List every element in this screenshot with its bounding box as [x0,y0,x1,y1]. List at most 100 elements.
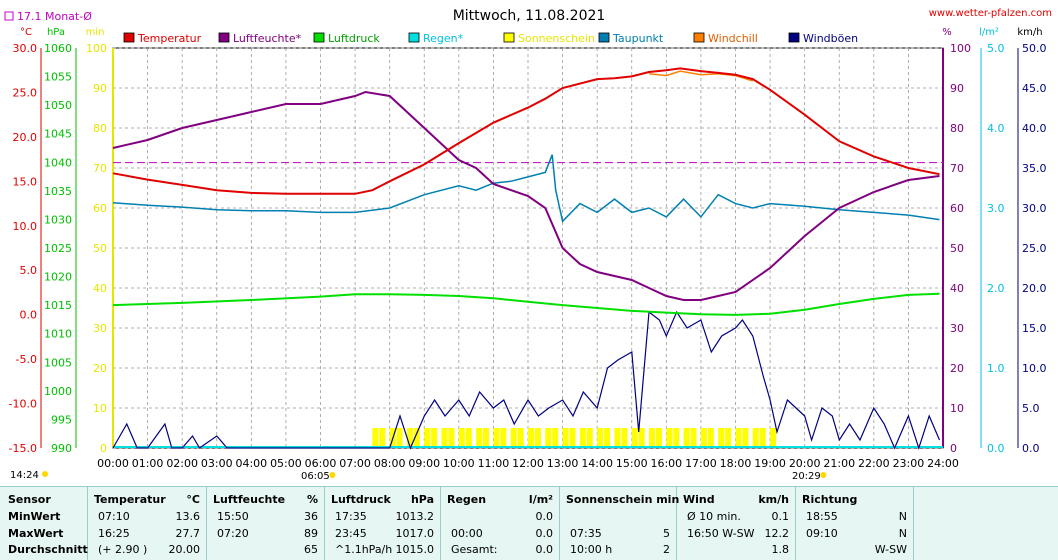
legend-label: Sonnenschein [518,32,595,45]
sunshine-bar [441,428,448,448]
rain-tick-label: 2.0 [987,282,1005,295]
legend-swatch [598,32,610,43]
gusts-line [112,310,941,450]
summary-cell: Durchschnitt [8,543,88,556]
summary-col-sensor: Sensor MinWert MaxWert Durchschnitt [0,487,88,560]
summary-cell: 07:10 [98,510,130,523]
legend-label: Luftdruck [328,32,380,45]
pressure-tick-label: 1005 [44,356,72,369]
summary-cell: Wind [683,493,715,506]
summary-cell: 10:00 h [570,543,613,556]
sunshine-bar [579,428,586,448]
summary-col-sun: Sonnenschein min 07:35 5 10:00 h 2 [560,487,680,560]
pressure-line [112,292,940,316]
x-tick-label: 02:00 [166,457,198,470]
summary-cell: 1015.0 [395,543,435,556]
sunshine-bar [752,428,759,448]
sunshine-bar [534,428,541,448]
temp-tick-label: -10.0 [9,398,37,411]
summary-cell: Ø 10 min. [687,510,741,523]
pressure-tick-label: 990 [51,442,72,455]
summary-cell: 07:20 [217,527,249,540]
sun-tick-label: 100 [86,42,107,55]
summary-cell: 0.0 [535,510,554,523]
wind-tick-label: 15.0 [1022,322,1047,335]
x-tick-label: 20:00 [789,457,821,470]
sun-tick-label: 80 [93,122,107,135]
rain-tick-label: 0.0 [987,442,1005,455]
sunshine-bar [621,428,628,448]
summary-cell: 1017.0 [395,527,435,540]
summary-cell: km/h [758,493,789,506]
summary-cell: 12.2 [764,527,790,540]
x-tick-label: 01:00 [132,457,164,470]
sunshine-bar [545,428,552,448]
chart-title: Mittwoch, 11.08.2021 [453,8,606,24]
summary-cell: Luftdruck [331,493,391,506]
summary-cell: Temperatur [94,493,166,506]
sunshine-bar [707,428,714,448]
sunrise-label: 06:05 [301,471,330,482]
wind-tick-label: 50.0 [1022,42,1047,55]
sunshine-bar [569,428,576,448]
sunset-icon [820,472,827,478]
axis-unit: km/h [1017,27,1042,38]
summary-col-temp: Temperatur °C 07:10 13.6 16:25 27.7 (+ 2.90 ) 2… [88,487,207,560]
summary-cell: Sonnenschein min [566,493,680,506]
sun-tick-label: 60 [93,202,107,215]
humidity-line [112,90,940,301]
wind-tick-label: 40.0 [1022,122,1047,135]
legend-swatch [693,32,705,43]
sun-tick-label: 0 [100,442,107,455]
sunshine-bar [372,428,379,448]
temp-tick-label: 5.0 [20,264,38,277]
sunshine-bar [483,428,490,448]
sunshine-bar [476,428,483,448]
x-tick-label: 22:00 [858,457,890,470]
sun-tick-label: 90 [93,82,107,95]
humidity-tick-label: 0 [950,442,957,455]
day-length-label: 14:24 [10,470,39,481]
x-tick-label: 11:00 [478,457,510,470]
pressure-tick-label: 1035 [44,185,72,198]
summary-cell: Gesamt: [451,543,498,556]
summary-cell: 65 [304,543,318,556]
sunshine-bar [655,428,662,448]
summary-cell: 0.0 [535,543,554,556]
sunshine-bar [649,428,656,448]
legend-swatch [313,32,325,43]
temp-tick-label: 15.0 [13,175,38,188]
x-tick-label: 21:00 [823,457,855,470]
sunshine-bar [458,428,465,448]
x-tick-label: 05:00 [270,457,302,470]
summary-cell: hPa [410,493,434,506]
sunshine-bar [510,428,517,448]
sunshine-bar [586,428,593,448]
legend-label: Luftfeuchte* [233,32,302,45]
x-tick-label: 08:00 [374,457,406,470]
wind-tick-label: 20.0 [1022,282,1047,295]
weather-chart: Mittwoch, 11.08.2021 www.wetter-pfalzen.c… [4,8,1052,482]
summary-cell: % [306,493,318,506]
axis-unit: °C [20,27,32,38]
sunshine-bar [735,428,742,448]
x-tick-label: 10:00 [443,457,475,470]
axis-unit: hPa [47,27,65,38]
humidity-tick-label: 30 [950,322,964,335]
temp-tick-label: 25.0 [13,86,38,99]
humidity-tick-label: 100 [950,42,971,55]
sunshine-bar [759,428,766,448]
sunshine-bar [413,428,420,448]
summary-cell: 20.00 [168,543,201,556]
temp-tick-label: -5.0 [16,353,37,366]
summary-cell: N [898,510,907,523]
summary-cell: 2 [663,543,670,556]
rain-tick-label: 1.0 [987,362,1005,375]
temp-tick-label: -15.0 [9,442,37,455]
humidity-tick-label: 50 [950,242,964,255]
sunshine-bar [562,428,569,448]
summary-cell: 36 [304,510,318,523]
wind-tick-label: 10.0 [1022,362,1047,375]
temp-tick-label: 0.0 [20,309,38,322]
x-tick-label: 16:00 [650,457,682,470]
